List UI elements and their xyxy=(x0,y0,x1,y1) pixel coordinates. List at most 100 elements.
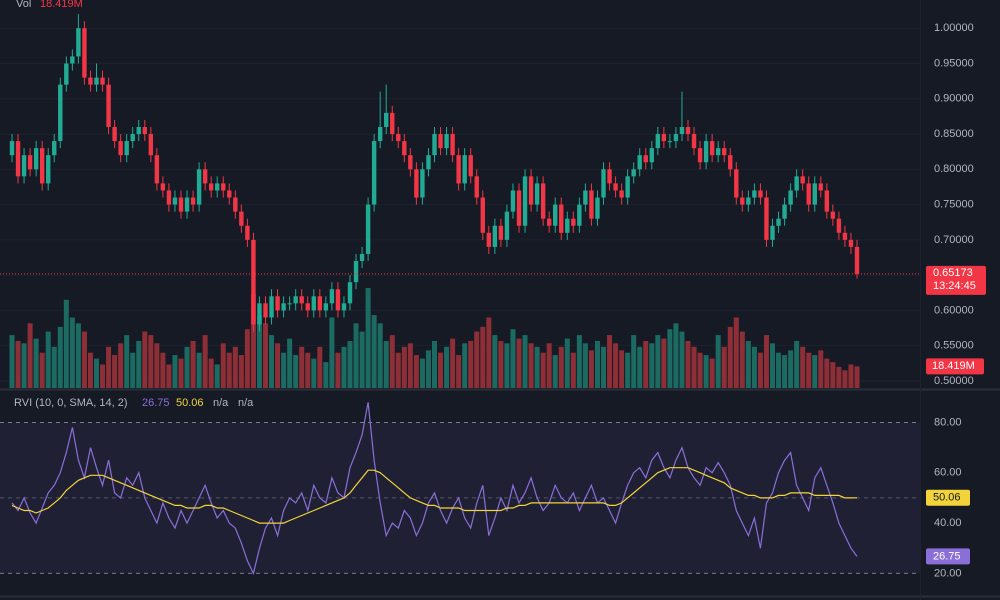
volume-bar xyxy=(293,355,299,388)
candle-body xyxy=(64,63,69,85)
volume-bar xyxy=(679,331,685,388)
volume-bar xyxy=(667,329,673,388)
volume-bar xyxy=(576,335,582,388)
volume-bar xyxy=(413,355,419,388)
volume-bar xyxy=(842,370,848,388)
volume-bar xyxy=(317,346,323,388)
volume-bar xyxy=(329,317,335,388)
volume-bar xyxy=(492,335,498,388)
candle-body xyxy=(728,155,733,170)
volume-bar xyxy=(643,340,649,388)
volume-bar xyxy=(558,346,564,388)
volume-bar xyxy=(166,364,172,388)
candle-body xyxy=(510,190,516,212)
volume-bar xyxy=(196,352,202,388)
candle-body xyxy=(794,176,799,191)
indicator-badge-label: 50.06 xyxy=(933,492,961,504)
volume-bar xyxy=(347,340,353,388)
indicator-badge xyxy=(926,489,970,506)
volume-bar xyxy=(715,335,721,388)
volume-bar xyxy=(178,358,184,388)
volume-bar xyxy=(534,346,540,388)
candle-body xyxy=(305,303,310,311)
volume-bar xyxy=(552,355,558,388)
volume-bar xyxy=(625,352,631,388)
candle-body xyxy=(703,141,709,163)
y-tick-label: 0.60000 xyxy=(934,304,974,316)
volume-bar xyxy=(112,355,118,388)
candle-body xyxy=(317,296,323,311)
last-price-badge xyxy=(926,265,986,295)
candle-body xyxy=(438,134,443,149)
candle-body xyxy=(764,197,769,240)
candle-body xyxy=(154,155,160,184)
volume-bar xyxy=(444,346,450,388)
candle-body xyxy=(88,77,93,85)
volume-bar xyxy=(540,352,546,388)
volume-bar xyxy=(631,335,637,388)
volume-bar xyxy=(341,346,347,388)
volume-bar xyxy=(480,326,486,388)
volume-bar xyxy=(613,343,619,388)
candle-body xyxy=(15,141,21,177)
candle-body xyxy=(347,282,353,304)
candle-body xyxy=(565,218,570,233)
candle-body xyxy=(516,190,522,226)
candle-body xyxy=(492,225,498,247)
volume-bar xyxy=(407,343,413,388)
candle-body xyxy=(311,296,316,311)
candle-body xyxy=(323,303,329,311)
volume-bar xyxy=(21,343,27,388)
volume-bar xyxy=(691,346,697,388)
volume-bar xyxy=(528,343,534,388)
volume-bar xyxy=(208,358,214,388)
y-tick-label: 0.70000 xyxy=(934,234,974,246)
volume-bar xyxy=(601,346,606,388)
volume-bar xyxy=(190,340,196,388)
candle-body xyxy=(384,112,389,127)
candle-body xyxy=(27,155,33,170)
y-tick-label: 0.50000 xyxy=(934,375,974,387)
volume-bar xyxy=(727,326,733,388)
volume-bar xyxy=(69,317,75,388)
candle-body xyxy=(426,155,431,170)
volume-bar xyxy=(395,352,401,388)
candle-body xyxy=(208,183,214,191)
candle-body xyxy=(842,232,848,240)
candle-body xyxy=(848,239,854,247)
candle-body xyxy=(601,169,606,198)
candle-body xyxy=(589,190,594,219)
volume-bar xyxy=(377,323,383,388)
candle-body xyxy=(655,134,661,149)
volume-bar xyxy=(15,340,21,388)
candle-body xyxy=(643,155,648,163)
volume-bar xyxy=(250,293,256,388)
candle-body xyxy=(776,218,781,226)
volume-bar xyxy=(757,352,763,388)
candle-body xyxy=(631,169,636,177)
candle-body xyxy=(251,239,256,325)
volume-bar xyxy=(130,352,136,388)
candle-body xyxy=(46,155,51,184)
candle-body xyxy=(595,197,600,219)
volume-bar xyxy=(848,364,854,388)
candle-body xyxy=(534,183,540,205)
y-tick-label: 1.00000 xyxy=(934,22,974,34)
candle-body xyxy=(190,197,196,205)
signal-header-value: 50.06 xyxy=(176,397,204,409)
rvi-header-value: 26.75 xyxy=(142,397,170,409)
volume-bar xyxy=(763,335,769,388)
candle-body xyxy=(673,134,679,142)
volume-bar xyxy=(830,362,836,388)
indicator-badge-label: 26.75 xyxy=(933,550,961,562)
volume-bar xyxy=(425,350,431,388)
candle-body xyxy=(540,183,546,219)
candle-body xyxy=(685,126,691,135)
volume-bar xyxy=(474,331,480,388)
candle-body xyxy=(734,169,739,198)
volume-bar xyxy=(172,355,178,388)
candle-body xyxy=(112,126,117,142)
candle-body xyxy=(130,134,135,142)
candle-body xyxy=(522,176,528,226)
volume-bar xyxy=(202,335,208,388)
